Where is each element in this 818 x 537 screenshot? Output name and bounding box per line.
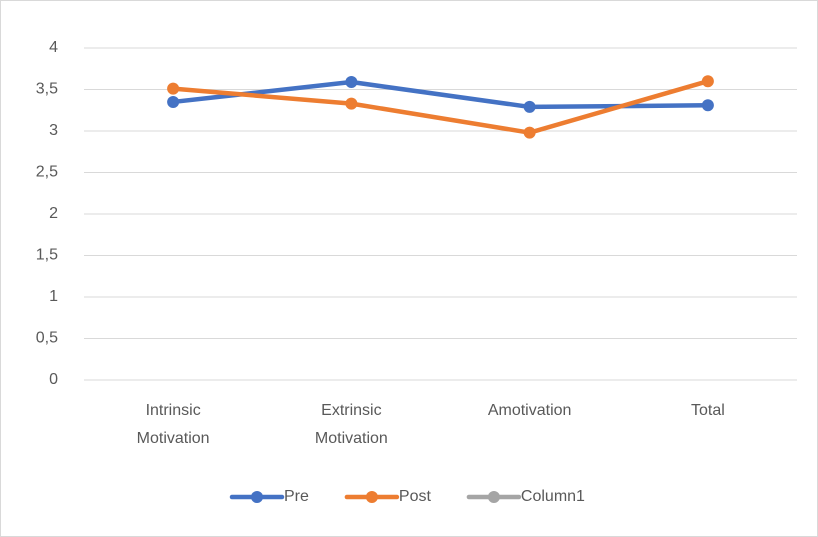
series-line bbox=[170, 78, 711, 135]
point bbox=[523, 126, 536, 139]
y-tick-label: 1 bbox=[49, 288, 58, 305]
point bbox=[523, 100, 536, 113]
legend-marker bbox=[487, 491, 500, 503]
point bbox=[345, 76, 358, 89]
y-tick-label: 0 bbox=[49, 371, 58, 388]
x-tick-label: Intrinsic Motivation bbox=[137, 402, 210, 447]
y-tick-label: 2,5 bbox=[36, 164, 58, 181]
x-tick-label: Amotivation bbox=[488, 402, 572, 419]
point bbox=[701, 75, 714, 88]
point bbox=[167, 95, 180, 108]
y-tick-label: 3 bbox=[49, 122, 58, 139]
y-tick-label: 0,5 bbox=[36, 330, 58, 347]
legend-marker bbox=[365, 491, 378, 503]
x-tick-label: Total bbox=[691, 402, 725, 419]
x-tick-label: Extrinsic Motivation bbox=[315, 402, 388, 447]
legend-marker bbox=[251, 491, 263, 503]
y-tick-label: 1,5 bbox=[36, 247, 58, 264]
legend-label: Post bbox=[399, 488, 432, 505]
legend-label: Pre bbox=[284, 488, 309, 505]
point bbox=[345, 97, 358, 110]
y-tick-label: 4 bbox=[49, 39, 58, 56]
legend-label: Column1 bbox=[521, 488, 585, 505]
point bbox=[701, 99, 714, 112]
y-tick-label: 3,5 bbox=[36, 81, 58, 98]
point bbox=[167, 82, 180, 95]
y-tick-label: 2 bbox=[49, 205, 58, 222]
